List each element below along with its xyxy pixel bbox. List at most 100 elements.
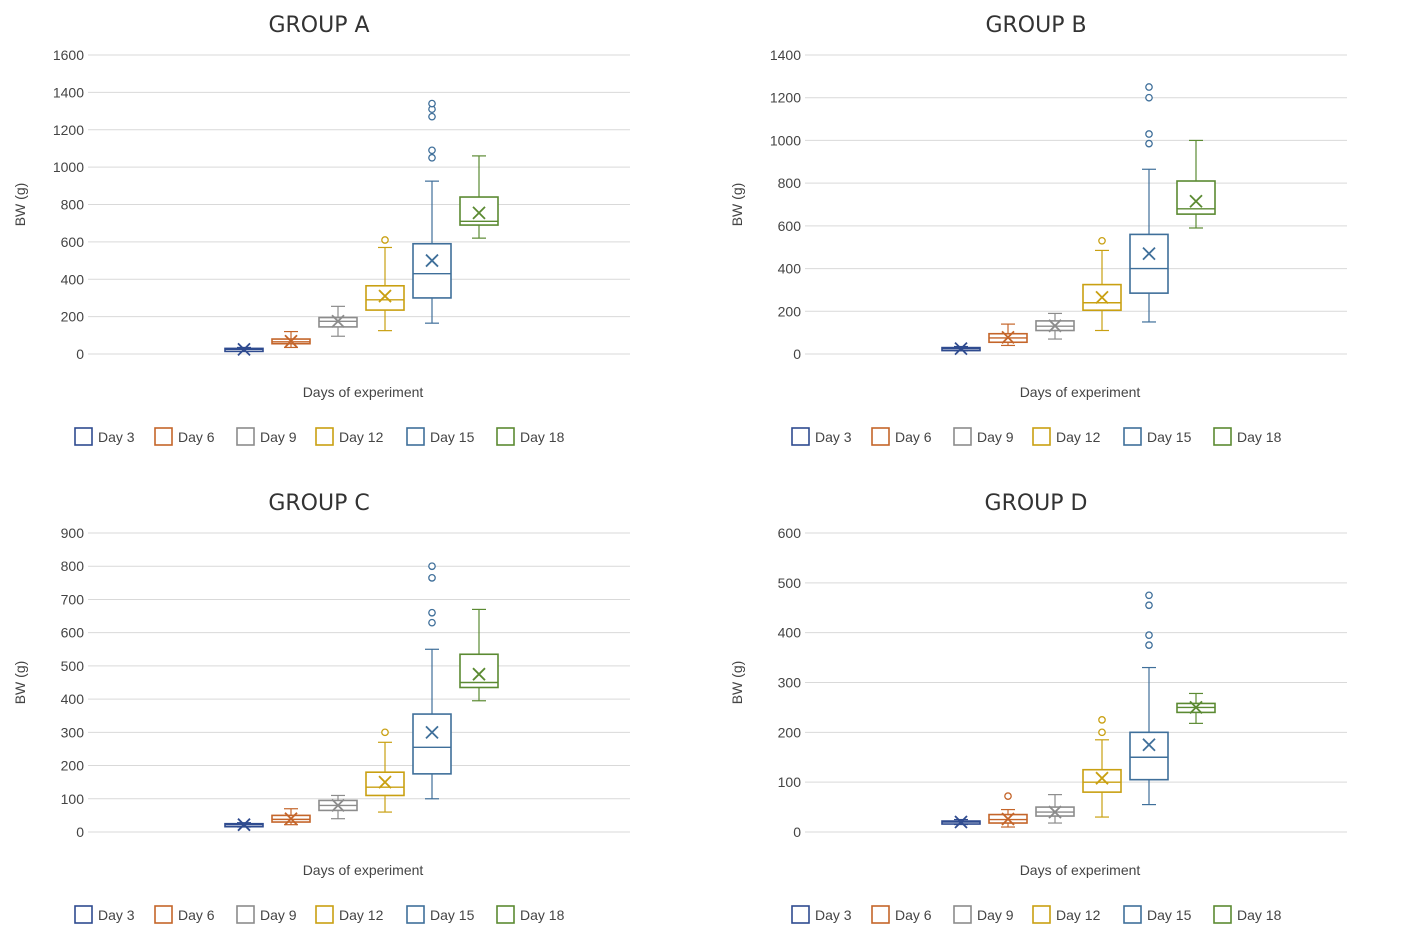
outlier-point: [428, 99, 436, 108]
outlier-point: [428, 574, 436, 582]
y-tick-label-1200: 1200: [770, 90, 801, 106]
outlier-point: [428, 146, 436, 155]
legend-item-day-9: Day 9: [953, 427, 1014, 446]
outlier-point: [1145, 130, 1153, 138]
y-tick-label-200: 200: [778, 303, 802, 319]
legend-label: Day 15: [1147, 907, 1192, 923]
outlier-point: [1098, 716, 1106, 724]
box-day-6: [988, 792, 1028, 828]
box-day-3: [224, 818, 264, 832]
mean-marker: [1095, 771, 1109, 785]
legend-swatch: [74, 427, 93, 446]
box-day-18: [1176, 692, 1216, 724]
y-tick-label-300: 300: [61, 724, 85, 740]
outlier-point: [1145, 139, 1153, 148]
legend-swatch: [154, 427, 173, 446]
outlier-point: [1098, 236, 1106, 245]
box-day-3: [224, 342, 264, 356]
legend-swatch: [236, 905, 255, 924]
legend-label: Day 12: [339, 907, 384, 923]
legend-item-day-6: Day 6: [154, 427, 215, 446]
mean-marker: [1095, 290, 1109, 305]
mean-marker: [331, 314, 345, 328]
legend-swatch: [1032, 905, 1051, 924]
legend-swatch: [1123, 905, 1142, 924]
box-day-15: [1129, 83, 1169, 323]
y-tick-label-600: 600: [61, 234, 85, 250]
y-axis-label: BW (g): [12, 183, 28, 227]
mean-marker: [331, 798, 345, 813]
box-iqr: [1082, 768, 1122, 793]
y-tick-label-500: 500: [778, 575, 802, 591]
mean-marker: [1189, 194, 1203, 208]
legend-label: Day 15: [430, 907, 475, 923]
y-tick-label-0: 0: [76, 346, 84, 362]
legend-label: Day 15: [430, 429, 475, 445]
legend-item-day-12: Day 12: [1032, 427, 1101, 446]
mean-marker: [1001, 812, 1015, 826]
legend-swatch: [496, 905, 515, 924]
legend-label: Day 3: [98, 907, 135, 923]
legend-item-day-3: Day 3: [74, 427, 135, 446]
chart-group-d: GROUP D 0 100 200 300 400 500 600 BW (g) Days of …: [729, 491, 1347, 924]
box-iqr: [1129, 731, 1169, 781]
legend-swatch: [791, 427, 810, 446]
legend-swatch: [1032, 427, 1051, 446]
legend-label: Day 3: [815, 907, 852, 923]
box-day-9: [318, 794, 358, 820]
box-day-12: [1082, 716, 1122, 818]
legend-swatch: [236, 427, 255, 446]
outlier-point: [1145, 591, 1153, 600]
y-tick-label-500: 500: [61, 658, 85, 674]
legend-item-day-6: Day 6: [871, 905, 932, 924]
y-tick-label-800: 800: [61, 558, 85, 574]
mean-marker: [472, 667, 486, 681]
legend-label: Day 6: [178, 907, 215, 923]
legend-item-day-18: Day 18: [496, 905, 565, 924]
y-tick-label-1200: 1200: [53, 122, 84, 138]
mean-marker: [237, 342, 251, 356]
mean-marker: [284, 812, 298, 826]
y-tick-label-1000: 1000: [53, 159, 84, 175]
y-tick-label-100: 100: [778, 774, 802, 790]
legend-swatch: [315, 905, 334, 924]
legend-item-day-3: Day 3: [791, 905, 852, 924]
y-axis-label: BW (g): [12, 661, 28, 705]
chart-panel-group-c: GROUP C 0 100 200 300 400 500 600 700 800 900 BW (g…: [0, 478, 700, 948]
y-tick-label-300: 300: [778, 675, 802, 691]
box-iqr: [412, 242, 452, 299]
legend-item-day-6: Day 6: [154, 905, 215, 924]
legend-swatch: [871, 905, 890, 924]
mean-marker: [1048, 805, 1062, 819]
x-axis-label: Days of experiment: [303, 384, 424, 400]
chart-panel-group-a: GROUP A 0 200 400 600 800 1000 1200 1400 1600 BW (…: [0, 0, 700, 470]
outlier-point: [1145, 83, 1153, 91]
chart-title: GROUP D: [985, 491, 1088, 516]
y-tick-label-400: 400: [778, 261, 802, 277]
y-tick-label-200: 200: [61, 309, 85, 325]
legend-label: Day 6: [895, 429, 932, 445]
outlier-point: [428, 562, 436, 571]
box-day-18: [459, 155, 499, 239]
legend-item-day-6: Day 6: [871, 427, 932, 446]
box-day-6: [988, 323, 1028, 347]
legend-swatch: [953, 427, 972, 446]
box-day-15: [412, 99, 452, 324]
chart-group-a: GROUP A 0 200 400 600 800 1000 1200 1400 1600 BW (…: [12, 13, 630, 446]
legend-item-day-18: Day 18: [1213, 905, 1282, 924]
outlier-point: [1145, 601, 1153, 610]
legend-item-day-12: Day 12: [315, 427, 384, 446]
mean-marker: [954, 342, 968, 356]
y-tick-label-400: 400: [778, 625, 802, 641]
legend-item-day-15: Day 15: [1123, 427, 1192, 446]
chart-title: GROUP A: [268, 13, 369, 38]
y-tick-label-400: 400: [61, 691, 85, 707]
legend-item-day-15: Day 15: [406, 427, 475, 446]
legend-label: Day 12: [1056, 429, 1101, 445]
box-day-12: [365, 236, 405, 332]
y-tick-label-200: 200: [778, 724, 802, 740]
legend-swatch: [1213, 905, 1232, 924]
y-tick-label-700: 700: [61, 591, 85, 607]
box-day-9: [1035, 794, 1075, 824]
y-tick-label-600: 600: [778, 218, 802, 234]
